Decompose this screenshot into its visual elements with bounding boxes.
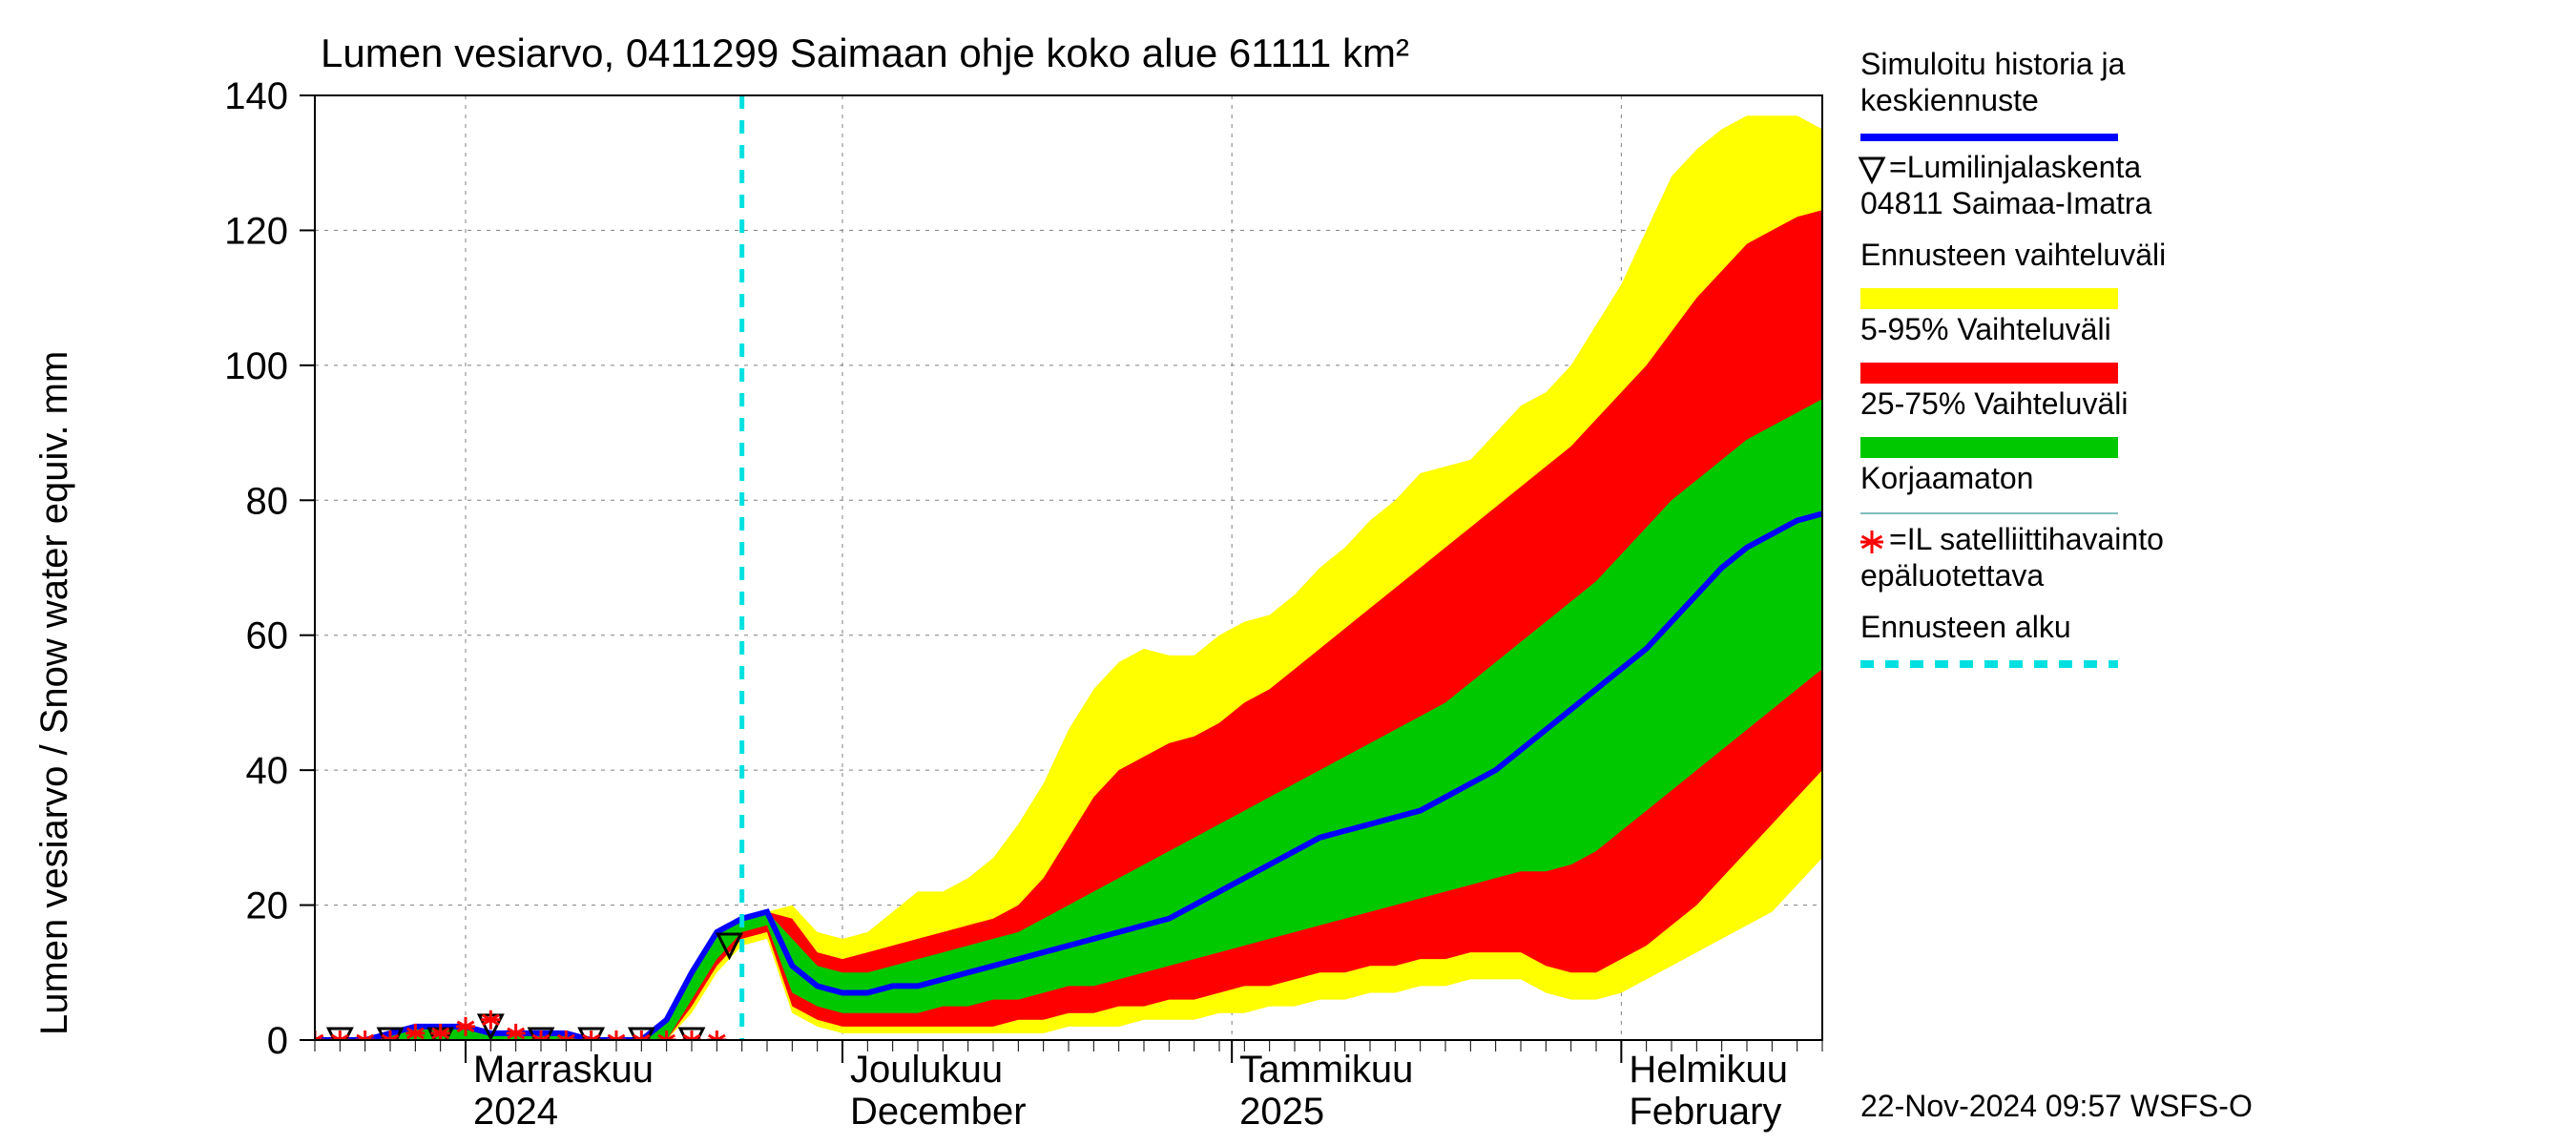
ytick-label: 60 [246,615,289,657]
chart-title: Lumen vesiarvo, 0411299 Saimaan ohje kok… [321,31,1409,75]
ytick-label: 20 [246,885,289,927]
legend-area-swatch [1860,363,2118,384]
ytick-label: 0 [267,1020,288,1062]
legend-area-swatch [1860,288,2118,309]
legend-label: 04811 Saimaa-Imatra [1860,186,2152,220]
chart-ylabel: Lumen vesiarvo / Snow water equiv. mm [33,351,75,1035]
legend-label: 5-95% Vaihteluväli [1860,312,2111,346]
xlabel-bottom: 2024 [473,1091,558,1133]
xlabel-top: Tammikuu [1239,1049,1413,1091]
xlabel-top: Joulukuu [850,1049,1003,1091]
ytick-label: 80 [246,480,289,522]
legend-label: Ennusteen alku [1860,610,2071,644]
legend-label: Simuloitu historia ja [1860,47,2126,81]
xlabel-bottom: 2025 [1239,1091,1324,1133]
legend-label: =IL satelliittihavainto [1889,522,2164,556]
xlabel-top: Marraskuu [473,1049,654,1091]
ytick-label: 100 [224,345,288,387]
ytick-label: 40 [246,750,289,792]
chart-footer: 22-Nov-2024 09:57 WSFS-O [1860,1089,2253,1123]
ytick-label: 120 [224,210,288,252]
xlabel-top: Helmikuu [1629,1049,1788,1091]
legend-label: =Lumilinjalaskenta [1889,150,2141,184]
legend-label: Korjaamaton [1860,461,2033,495]
legend-area-swatch [1860,437,2118,458]
legend-label: 25-75% Vaihteluväli [1860,386,2128,421]
legend-label: keskiennuste [1860,83,2039,117]
legend-label: Ennusteen vaihteluväli [1860,238,2166,272]
chart-container: 0 20 40 60 80 100 120 140 Marraskuu2024 JoulukuuD… [0,0,2576,1145]
chart-svg: 0 20 40 60 80 100 120 140 Marraskuu2024 JoulukuuD… [0,0,2576,1145]
xlabel-bottom: February [1629,1091,1781,1133]
ytick-label: 140 [224,75,288,117]
legend-label: epäluotettava [1860,558,2044,593]
xlabel-bottom: December [850,1091,1027,1133]
